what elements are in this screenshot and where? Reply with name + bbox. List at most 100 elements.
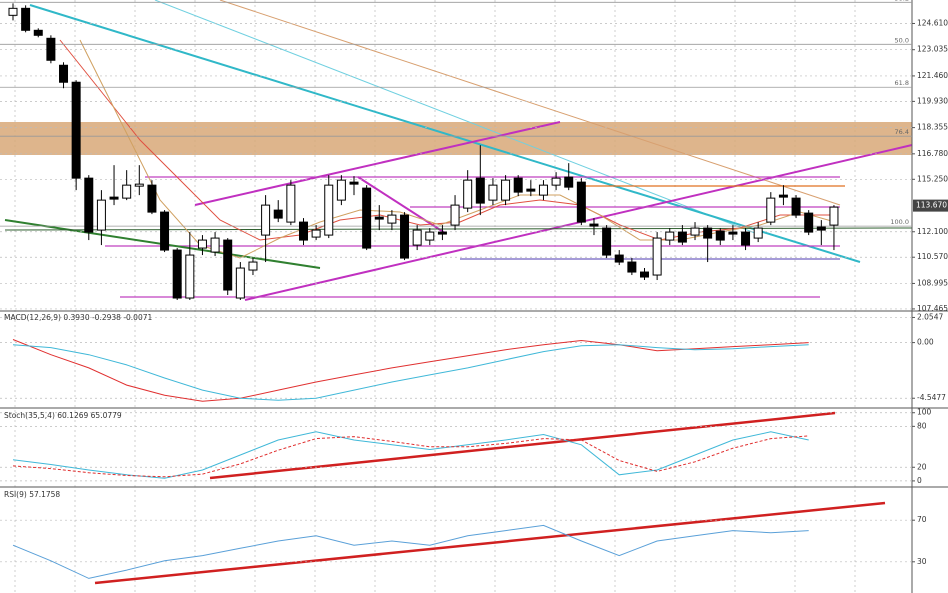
candle-body: [46, 37, 56, 61]
y-tick-label: 121.460: [917, 71, 948, 80]
trendline: [29, 4, 861, 263]
candle-body: [589, 223, 599, 227]
candle-body: [400, 214, 410, 259]
y-tick-label: -4.5477: [917, 393, 946, 402]
y-tick-label: 30: [917, 557, 927, 566]
candle-body: [677, 231, 687, 243]
last-price-box: [913, 199, 948, 212]
panel-title: MACD(12,26,9) 0.3930 -0.2938 -0.0071: [4, 313, 152, 322]
candle-body: [324, 184, 334, 236]
candle-body: [336, 179, 346, 201]
candle-body: [109, 196, 119, 200]
candle-body: [551, 177, 561, 186]
y-tick-label: 116.780: [917, 149, 948, 158]
candle-body: [640, 271, 649, 278]
candle-body: [134, 183, 144, 187]
candle-body: [286, 184, 296, 223]
candle-body: [602, 227, 612, 256]
y-tick-label: 20: [917, 462, 927, 471]
candle-body: [425, 231, 435, 241]
y-tick-label: 112.100: [917, 227, 948, 236]
candle-body: [715, 230, 725, 241]
candle-body: [210, 237, 220, 253]
fib-label: 100.0: [890, 218, 909, 226]
candle-body: [59, 64, 69, 83]
candle-body: [96, 199, 106, 231]
fib-label: 76.4: [895, 128, 909, 136]
candle-body: [564, 176, 574, 188]
candle-body: [665, 231, 675, 241]
y-tick-label: 100: [917, 408, 932, 417]
candle-body: [71, 81, 81, 179]
candle-body: [273, 209, 283, 219]
candle-body: [475, 177, 485, 204]
candle-body: [349, 181, 359, 185]
candle-body: [362, 187, 372, 249]
candle-body: [311, 229, 321, 238]
candle-body: [172, 249, 182, 299]
indicator-line: [12, 344, 809, 401]
indicator-line: [12, 524, 809, 579]
y-tick-label: 107.465: [917, 304, 948, 313]
candle-body: [614, 254, 624, 263]
candle-body: [753, 227, 763, 239]
candle-body: [526, 188, 536, 192]
y-tick-label: 2.0547: [917, 312, 943, 321]
candle-body: [791, 197, 801, 216]
candle-body: [778, 194, 788, 198]
candle-body: [185, 254, 195, 299]
y-tick-label: 110.570: [917, 252, 948, 261]
trendline: [154, 0, 761, 236]
candle-body: [576, 181, 586, 223]
fib-label: 61.8: [895, 79, 909, 87]
candle-body: [160, 211, 170, 251]
candle-body: [728, 231, 738, 235]
y-tick-label: 70: [917, 515, 927, 524]
candle-body: [374, 216, 384, 220]
candle-body: [690, 227, 700, 236]
candle-body: [741, 231, 751, 246]
y-tick-label: 0.00: [917, 338, 934, 347]
trendline: [357, 176, 446, 234]
candle-body: [766, 197, 776, 223]
y-tick-label: 80: [917, 421, 927, 430]
panel-title: Stoch(35,5,4) 60.1269 65.0779: [4, 411, 122, 420]
candle-body: [488, 184, 498, 201]
trendline: [219, 0, 841, 206]
candle-body: [21, 7, 31, 31]
candle-body: [437, 231, 447, 235]
candle-body: [627, 261, 637, 273]
candle-body: [147, 184, 157, 213]
candle-body: [829, 206, 839, 226]
candle-body: [652, 237, 662, 276]
candle-body: [538, 184, 548, 196]
candle-body: [235, 267, 245, 299]
indicator-line: [12, 435, 809, 478]
indicator-line: [12, 431, 809, 479]
candle-body: [804, 212, 814, 233]
stoch-trendline: [209, 411, 836, 480]
indicator-line: [12, 339, 809, 402]
candle-body: [816, 226, 826, 231]
candle-body: [501, 179, 511, 201]
fib-zone: [0, 122, 912, 155]
candle-body: [122, 184, 132, 199]
y-tick-label: 108.995: [917, 278, 948, 287]
y-tick-label: 119.930: [917, 96, 948, 105]
candle-body: [223, 239, 233, 291]
fib-label: 50.0: [895, 36, 909, 44]
y-tick-label: 123.035: [917, 45, 948, 54]
candle-body: [197, 239, 207, 249]
candle-body: [84, 177, 94, 233]
y-tick-label: 118.355: [917, 123, 948, 132]
candle-body: [513, 177, 523, 193]
candle-body: [261, 204, 271, 236]
candle-body: [33, 29, 43, 36]
candle-body: [8, 7, 18, 16]
candle-body: [387, 214, 397, 224]
candle-body: [298, 221, 308, 241]
candle-body: [248, 261, 258, 271]
candle-body: [450, 204, 460, 226]
